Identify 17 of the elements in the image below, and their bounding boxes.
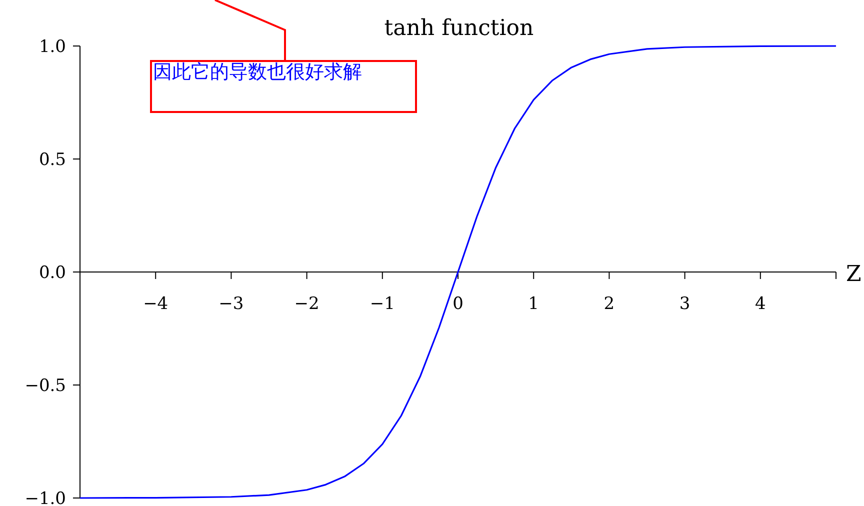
x-tick-label: −3 bbox=[218, 294, 244, 314]
x-tick-label: 2 bbox=[604, 294, 615, 314]
annotation: 因此它的导数也很好求解 bbox=[153, 61, 363, 83]
chart-title: tanh function bbox=[384, 16, 534, 41]
x-axis-title: Z bbox=[846, 262, 862, 287]
x-tick-label: 4 bbox=[754, 294, 766, 314]
x-tick-label: 0 bbox=[452, 294, 464, 314]
x-tick-label: 3 bbox=[679, 294, 690, 314]
x-tick-label: −1 bbox=[370, 294, 395, 314]
x-tick-label: −2 bbox=[294, 294, 320, 314]
y-tick-label: 0.0 bbox=[38, 263, 66, 283]
x-tick-label: −4 bbox=[143, 294, 168, 314]
y-tick-label: 1.0 bbox=[38, 37, 66, 57]
y-tick-label: 0.5 bbox=[38, 150, 66, 170]
x-tick-label: 1 bbox=[528, 294, 540, 314]
y-tick-label: −0.5 bbox=[24, 376, 66, 396]
y-tick-label: −1.0 bbox=[24, 489, 66, 506]
